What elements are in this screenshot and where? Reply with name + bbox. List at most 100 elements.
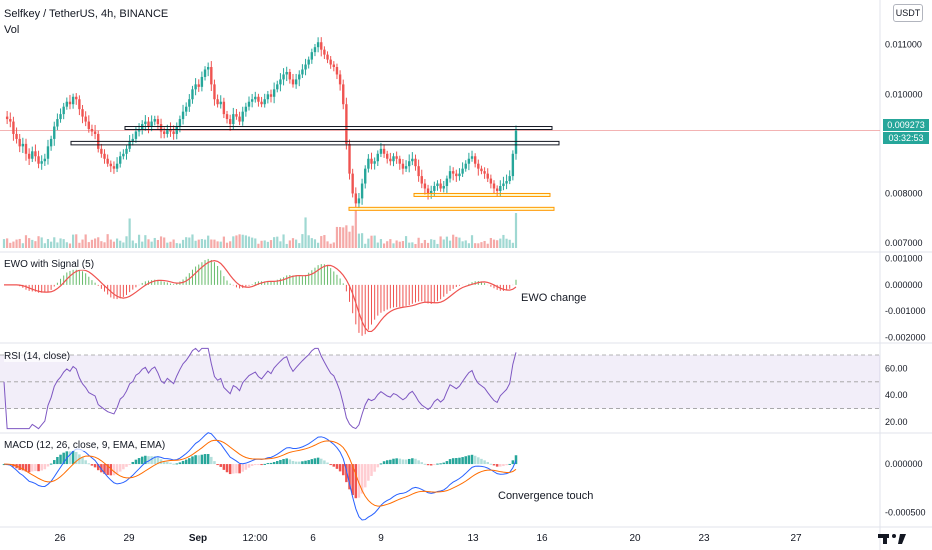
candle-body (24, 143, 28, 154)
macd-histogram-bar (115, 464, 119, 474)
macd-histogram-bar (335, 464, 339, 469)
candle-body (429, 190, 433, 194)
volume-bar (24, 235, 28, 248)
candle-body (27, 153, 31, 159)
candle-body (310, 52, 314, 60)
volume-bar (442, 239, 445, 248)
volume-bar (392, 243, 395, 248)
tradingview-logo (878, 534, 906, 544)
macd-histogram-bar (34, 464, 37, 472)
macd-histogram-bar (508, 463, 511, 465)
candle-body (56, 119, 59, 127)
volume-bar (436, 243, 439, 248)
volume-bar (461, 241, 464, 248)
volume-bar (163, 237, 166, 248)
candle-body (169, 129, 172, 132)
macd-histogram-bar (316, 457, 320, 465)
candle-body (499, 186, 502, 191)
time-axis-tick-label: Sep (189, 533, 207, 544)
candle-body (247, 101, 251, 107)
macd-histogram-bar (125, 464, 128, 467)
candle-body (382, 148, 386, 154)
candle-body (486, 173, 489, 179)
candle-body (68, 101, 72, 105)
candle-body (93, 131, 97, 134)
macd-histogram-bar (464, 456, 467, 465)
volume-bar (112, 241, 116, 248)
candle-body (103, 153, 106, 159)
candle-body (411, 158, 414, 162)
volume-bar (2, 239, 6, 248)
macd-histogram-bar (313, 458, 317, 465)
volume-bar (313, 239, 317, 248)
volume-bar (247, 236, 251, 248)
candle-body (376, 153, 379, 162)
candle-body (473, 156, 477, 164)
currency-button[interactable]: USDT (893, 4, 923, 22)
candle-body (166, 129, 169, 134)
candle-body (197, 84, 200, 87)
volume-bar (90, 239, 94, 248)
candle-body (445, 178, 449, 187)
candle-body (370, 158, 373, 164)
volume-bar (398, 241, 401, 248)
candle-body (495, 188, 499, 191)
macd-histogram-bar (455, 458, 458, 465)
macd-histogram-bar (235, 464, 238, 474)
volume-bar (81, 239, 84, 248)
volume-bar (84, 234, 87, 248)
candle-body (40, 161, 43, 164)
candle-body (477, 163, 480, 169)
macd-histogram-bar (222, 464, 226, 470)
candle-body (188, 99, 191, 107)
macd-histogram-bar (376, 464, 380, 468)
resistance-zone-lower (70, 140, 560, 146)
rsi-axis-tick-label: 60.00 (885, 363, 908, 373)
macd-histogram-bar (486, 462, 489, 465)
candle-body (178, 119, 182, 127)
macd-histogram-bar (404, 459, 408, 465)
volume-bar (445, 236, 448, 248)
candle-body (398, 158, 401, 164)
candle-body (408, 161, 411, 167)
candle-body (263, 99, 266, 105)
candle-body (301, 69, 304, 75)
candle-body (279, 79, 282, 85)
volume-bar (137, 234, 141, 248)
volume-bar (62, 239, 65, 248)
volume-bar (360, 233, 364, 248)
volume-bar (483, 240, 486, 248)
volume-bar (511, 242, 514, 248)
volume-bar (492, 239, 496, 248)
macd-histogram-bar (354, 464, 358, 499)
volume-bar (345, 225, 348, 248)
volume-bar (430, 239, 433, 248)
macd-histogram-bar (166, 461, 169, 465)
candle-body (222, 101, 226, 115)
macd-annotation: Convergence touch (498, 490, 594, 502)
candle-body (34, 151, 37, 157)
macd-histogram-bar (426, 464, 430, 466)
macd-histogram-bar (373, 464, 376, 472)
volume-bar (100, 241, 103, 248)
candle-body (285, 71, 288, 75)
macd-histogram-bar (62, 452, 65, 465)
macd-histogram-bar (480, 458, 483, 465)
candle-body (216, 99, 219, 105)
time-axis-tick-label: 29 (123, 533, 135, 544)
macd-histogram-bar (53, 460, 56, 465)
candle-body (206, 67, 210, 70)
macd-histogram-bar (301, 461, 304, 465)
volume-bar (56, 242, 59, 248)
volume-bar (273, 237, 276, 248)
macd-histogram-bar (505, 464, 508, 466)
candle-body (470, 156, 474, 159)
macd-histogram-bar (470, 454, 474, 465)
volume-bar (147, 239, 150, 248)
candle-body (159, 124, 163, 132)
macd-histogram-bar (367, 464, 370, 481)
volume-bar (502, 234, 505, 248)
volume-bar (480, 242, 483, 248)
volume-bar (251, 237, 254, 248)
